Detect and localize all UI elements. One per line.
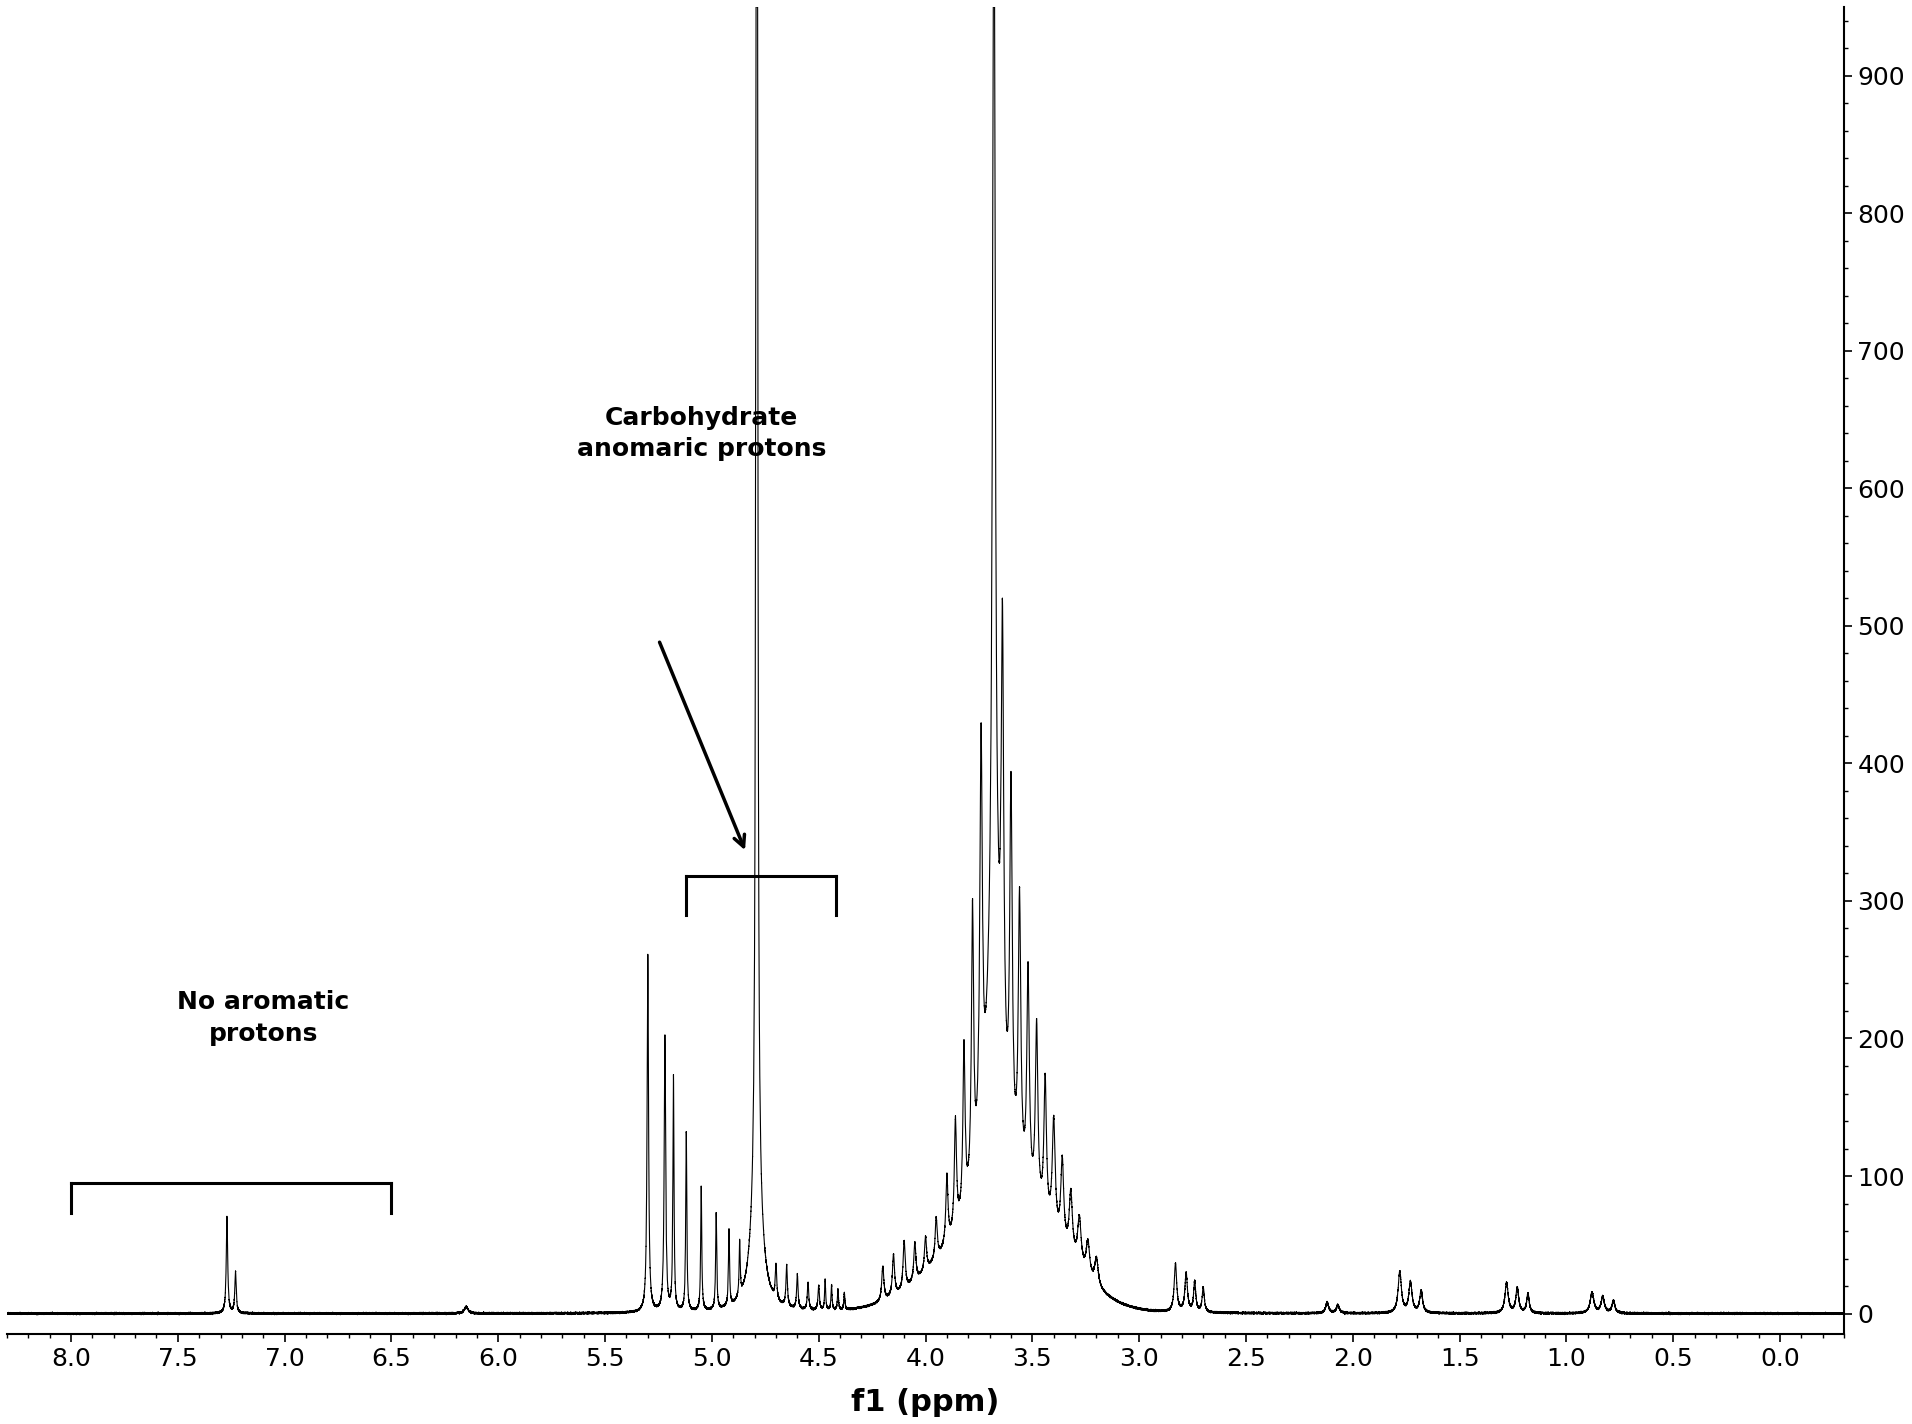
Text: Carbohydrate
anomaric protons: Carbohydrate anomaric protons xyxy=(577,406,826,461)
Text: No aromatic
protons: No aromatic protons xyxy=(178,990,350,1047)
X-axis label: f1 (ppm): f1 (ppm) xyxy=(851,1388,1000,1417)
